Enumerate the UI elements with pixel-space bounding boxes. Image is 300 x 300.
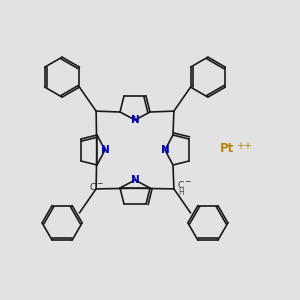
Text: C: C	[90, 183, 96, 192]
Text: −: −	[96, 179, 102, 188]
Text: N: N	[130, 115, 140, 125]
Text: N: N	[100, 145, 109, 155]
Text: Pt: Pt	[220, 142, 234, 154]
Text: ++: ++	[236, 141, 252, 151]
Text: N: N	[160, 145, 169, 155]
Text: C: C	[178, 182, 184, 190]
Text: −: −	[184, 177, 190, 186]
Text: N: N	[130, 175, 140, 185]
Text: H: H	[178, 188, 184, 197]
